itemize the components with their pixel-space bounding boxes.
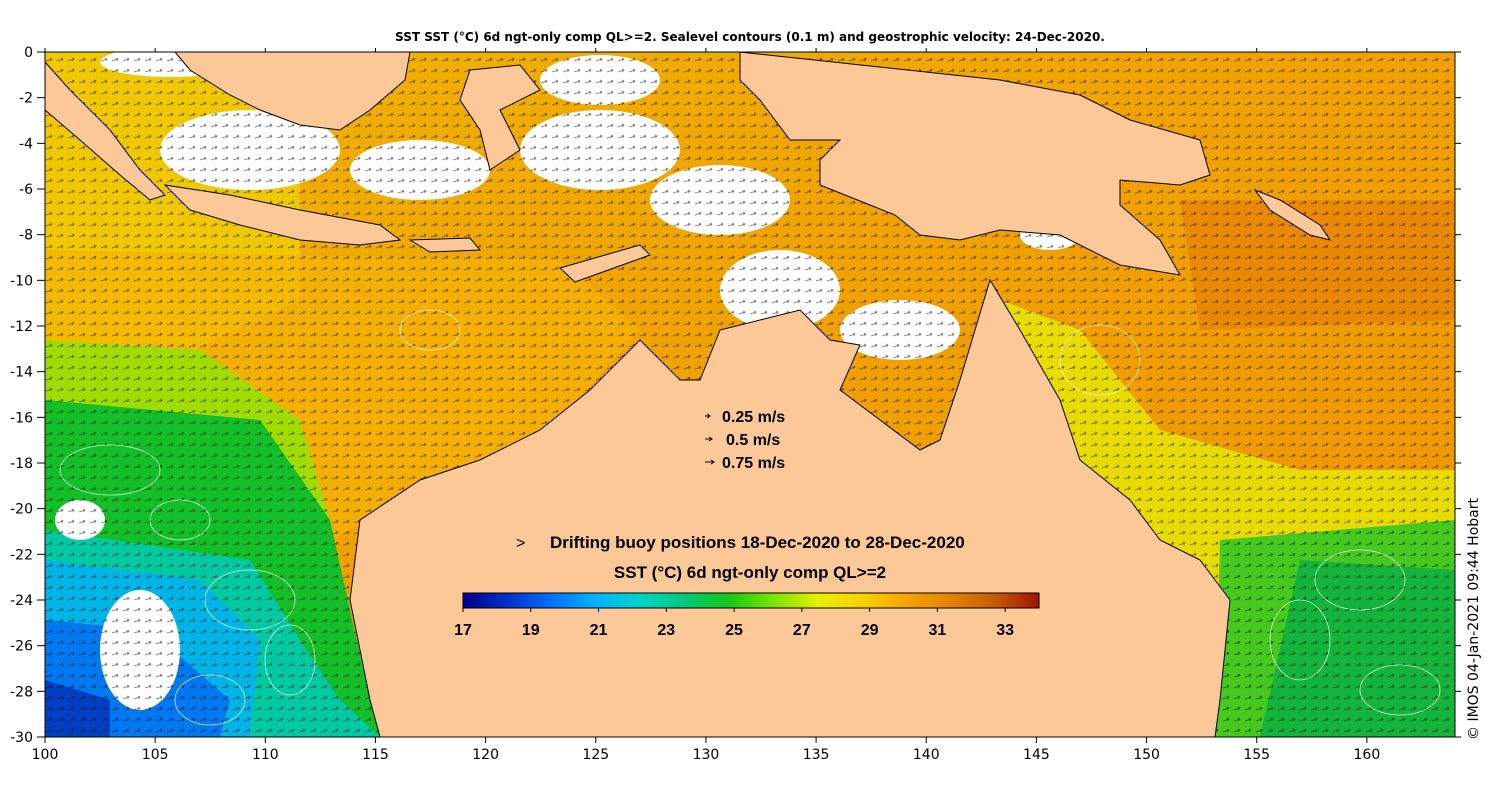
y-tick-label: -24: [10, 593, 33, 609]
colorbar-tick-label: 19: [522, 622, 540, 639]
x-tick-label: 120: [472, 747, 499, 763]
velocity-scale-arrow: [705, 436, 713, 442]
velocity-scale-legend: 0.25 m/s 0.5 m/s 0.75 m/s: [705, 409, 785, 472]
map-plot-area: [45, 52, 1455, 737]
x-tick-label: 155: [1243, 747, 1270, 763]
x-tick-label: 140: [913, 747, 940, 763]
colorbar-tick-label: 21: [590, 622, 608, 639]
x-tick-label: 130: [693, 747, 720, 763]
x-tick-label: 125: [582, 747, 609, 763]
colorbar-tick-label: 17: [454, 622, 472, 639]
colorbar-tick-label: 29: [861, 622, 879, 639]
land-sulawesi: [459, 64, 541, 171]
velocity-scale-label: 0.75 m/s: [722, 455, 785, 472]
colorbar-tick-label: 23: [657, 622, 675, 639]
y-tick-label: -6: [19, 182, 33, 198]
y-axis: 0 -2 -4 -6 -8 -10 -12 -14 -16 -18 -20 -22 -24 -26 -28 -…: [10, 45, 1461, 746]
land-lesser-sunda: [408, 237, 482, 253]
buoy-legend-label: Drifting buoy positions 18-Dec-2020 to 2…: [550, 533, 965, 552]
y-tick-label: -28: [10, 684, 33, 700]
velocity-scale-label: 0.5 m/s: [726, 432, 780, 449]
x-tick-label: 105: [142, 747, 169, 763]
y-tick-label: -30: [10, 730, 33, 746]
y-tick-label: -22: [10, 547, 33, 563]
colorbar-tick-label: 25: [725, 622, 743, 639]
sst-colorbar: SST (°C) 6d ngt-only comp QL>=2 17 19 21 23…: [454, 563, 1040, 639]
land-sumatra: [45, 61, 166, 201]
y-tick-label: -8: [19, 228, 33, 244]
sealevel-contours: [59, 309, 1441, 726]
x-tick-label: 110: [252, 747, 279, 763]
x-tick-label: 160: [1354, 747, 1381, 763]
y-tick-label: -12: [10, 319, 33, 335]
velocity-scale-arrow: [705, 459, 715, 465]
land-java: [163, 184, 402, 246]
y-tick-label: -26: [10, 639, 33, 655]
colorbar-tick-label: 31: [928, 622, 946, 639]
map-title: SST SST (°C) 6d ngt-only comp QL>=2. Sea…: [395, 30, 1105, 44]
x-tick-label: 115: [362, 747, 389, 763]
x-tick-label: 145: [1023, 747, 1050, 763]
land-masses: [45, 52, 1332, 737]
colorbar-tick-label: 33: [996, 622, 1014, 639]
y-tick-label: -16: [10, 410, 33, 426]
colorbar-bar: [462, 592, 1040, 609]
land-borneo: [174, 52, 411, 131]
velocity-scale-arrow: [705, 413, 711, 419]
buoy-marker-symbol: >: [516, 535, 525, 552]
y-tick-label: -2: [19, 91, 33, 107]
velocity-scale-label: 0.25 m/s: [722, 409, 785, 426]
plot-frame: [44, 51, 1456, 738]
buoy-legend: > Drifting buoy positions 18-Dec-2020 to…: [516, 533, 965, 552]
land-timor: [559, 244, 651, 283]
y-tick-label: -4: [19, 136, 33, 152]
x-tick-label: 135: [803, 747, 830, 763]
land-new-guinea: [739, 52, 1211, 276]
credit-line: © IMOS 04-Jan-2021 09:44 Hobart: [1466, 498, 1482, 740]
x-axis: 100 105 110 115 120 125 130 135 140 145 150 155 160: [32, 48, 1381, 763]
y-tick-label: 0: [24, 45, 33, 61]
y-tick-label: -20: [10, 502, 33, 518]
land-solomon-islands: [1253, 188, 1332, 241]
x-tick-label: 100: [32, 747, 59, 763]
colorbar-tick-label: 27: [793, 622, 811, 639]
colorbar-label: SST (°C) 6d ngt-only comp QL>=2: [614, 563, 886, 582]
y-tick-label: -10: [10, 273, 33, 289]
colorbar-ticks: 17 19 21 23 25 27 29 31 33: [454, 608, 1014, 639]
x-tick-label: 150: [1133, 747, 1160, 763]
y-tick-label: -18: [10, 456, 33, 472]
land-australia: [349, 278, 1231, 737]
y-tick-label: -14: [10, 365, 33, 381]
